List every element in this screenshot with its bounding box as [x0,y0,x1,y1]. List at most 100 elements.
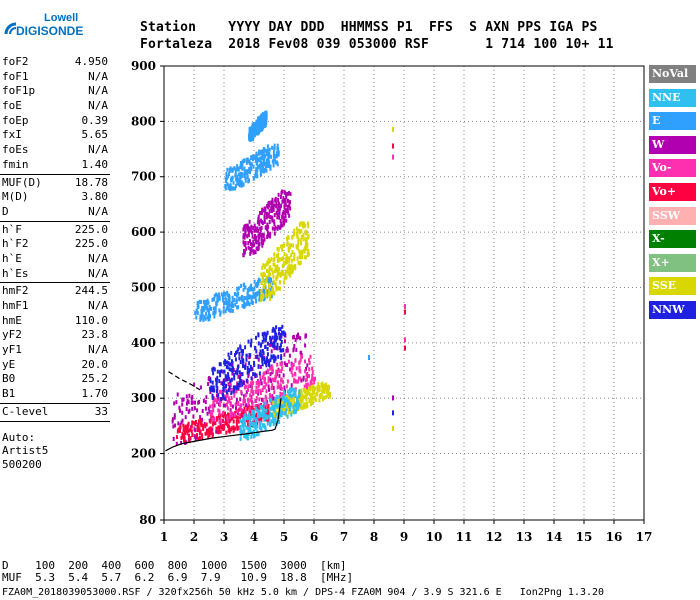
muf-row-cell-9: [MHz] [320,571,360,584]
echo-point [199,415,202,420]
echo-point [271,201,274,206]
echo-point [215,426,218,431]
echo-point [286,348,289,353]
echo-point [176,429,179,434]
echo-point [272,207,275,212]
echo-point [214,398,217,402]
echo-point [176,435,178,440]
echo-point [255,235,258,240]
echo-point [249,415,252,420]
echo-point [181,432,184,437]
y-tick-label-7: 800 [131,114,156,128]
echo-point [293,410,296,415]
echo-point [172,437,175,441]
echo-point [247,401,250,406]
echo-point [299,336,302,341]
echo-point [236,426,239,431]
echo-point [266,411,269,416]
echo-point [256,380,259,385]
echo-point [250,381,252,386]
echo-point [230,391,233,396]
echo-point [298,365,301,370]
header-value-1: 2018 [228,37,269,52]
echo-point [278,215,281,220]
echo-point [280,330,283,335]
echo-point [279,409,282,414]
echo-point [231,404,234,409]
echo-point [256,424,259,429]
echo-point [297,332,299,337]
echo-point [233,292,236,296]
echo-point [257,357,260,362]
echo-point [241,379,244,384]
echo-point [260,226,263,230]
echo-point [223,301,225,306]
echo-point [248,361,251,366]
echo-point [272,258,275,262]
param-g1-2: foF1p N/A [0,84,112,99]
echo-point [296,245,299,250]
header-values: Fortaleza 2018 Fev08 039 053000 RSF 1 71… [140,37,614,52]
echo-point [264,345,267,349]
echo-point [261,375,264,380]
echo-point [285,209,288,214]
echo-point [275,373,278,378]
echo-point [250,421,253,426]
echo-point [201,313,204,318]
echo-point [237,425,240,430]
header-value-9: 100 [533,37,566,52]
echo-point [247,429,250,434]
param-g2-0: MUF(D) 18.78 [0,176,112,191]
param-g3-2: h`E N/A [0,252,112,267]
legend-item-nnw: NNW [649,300,696,319]
echo-point [191,394,194,399]
muf-row-cell-5: 6.9 [167,571,201,584]
echo-point [248,369,251,374]
echo-point [211,393,214,398]
echo-point [239,178,241,183]
echo-point [182,397,185,402]
echo-point [289,393,292,398]
echo-point [229,168,232,173]
echo-point [226,377,229,382]
echo-point [284,393,287,398]
echo-point [241,162,244,167]
echo-point [201,310,204,315]
echo-point [268,393,271,397]
legend-item-e: E [649,112,696,131]
echo-point [279,244,282,249]
echo-point [204,400,207,405]
echo-point [263,147,266,152]
echo-point [251,287,254,292]
sparse-point-0 [392,126,394,132]
echo-point [198,427,201,432]
echo-point [278,201,280,206]
echo-point [294,393,297,398]
echo-point [247,300,250,305]
echo-point [245,418,248,423]
echo-point [283,396,286,400]
echo-point [281,247,284,252]
echo-point [322,386,325,390]
echo-point [246,301,249,306]
echo-point [286,379,289,384]
echo-point [280,334,283,339]
echo-point [255,349,258,354]
echo-point [233,166,236,171]
echo-point [254,158,257,163]
param-name: h`Es [2,266,29,280]
echo-point [269,398,272,403]
echo-point [311,366,314,371]
echo-point [256,373,258,378]
echo-point [281,272,284,277]
param-name: hmE [2,313,22,327]
echo-point [273,203,276,208]
echo-point [241,372,244,377]
echo-point [324,386,327,391]
echo-point [266,330,269,335]
echo-point [276,208,279,213]
echo-point [273,339,276,343]
echo-point [276,362,279,367]
echo-point [240,413,242,418]
echo-point [263,417,266,422]
